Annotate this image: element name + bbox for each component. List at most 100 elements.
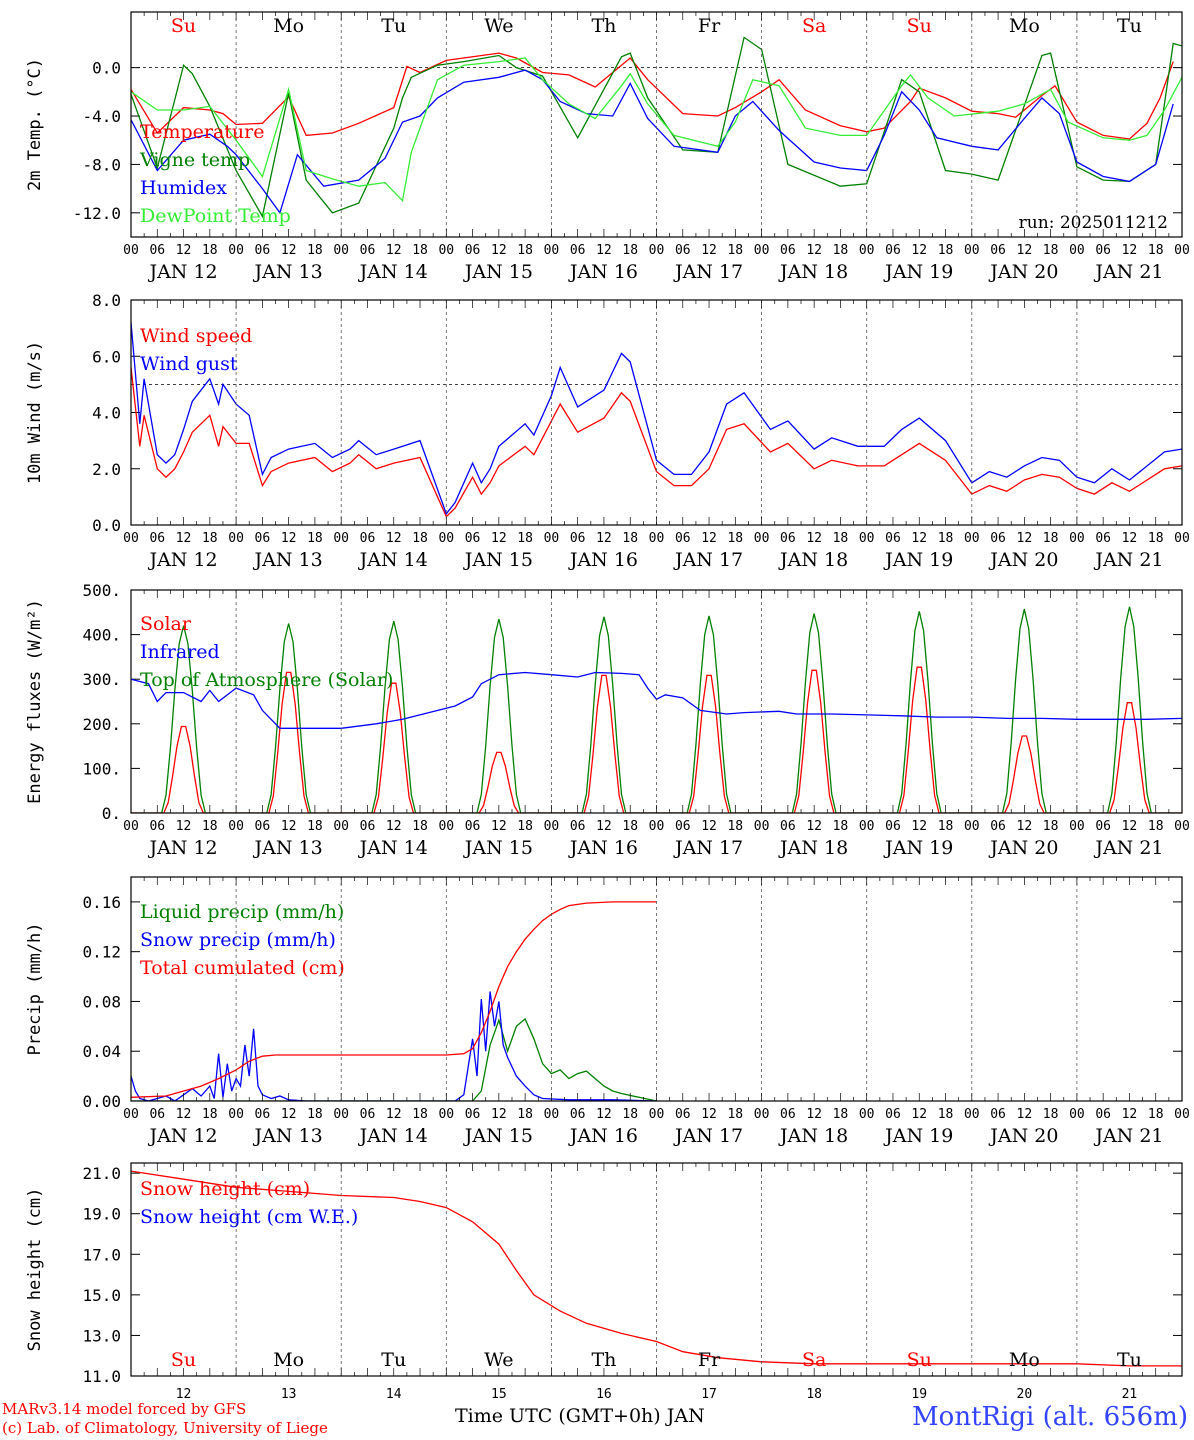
temp-series-line: [131, 57, 1182, 203]
hour-tick-label: 18: [412, 243, 428, 258]
day-label: JAN 17: [673, 837, 743, 859]
legend-entry: Temperature: [140, 121, 264, 143]
weekday-label: Su: [907, 15, 932, 37]
hour-tick-label: 06: [255, 531, 271, 546]
weekday-label: Tu: [1117, 15, 1142, 37]
hour-tick-label: 00: [859, 819, 875, 834]
day-label: JAN 12: [147, 261, 217, 283]
run-annotation: run: 2025011212: [1019, 213, 1168, 233]
hour-tick-label: 12: [1122, 243, 1138, 258]
hour-tick-label: 06: [465, 243, 481, 258]
hour-tick-label: 18: [1148, 243, 1164, 258]
y-tick-label: 0.08: [82, 992, 121, 1011]
legend-entry: Snow height (cm): [140, 1178, 310, 1200]
day-label: JAN 15: [463, 549, 533, 571]
solar-line: [131, 666, 1182, 813]
day-label: JAN 16: [568, 261, 638, 283]
hour-tick-label: 00: [1174, 531, 1190, 546]
hour-tick-label: 18: [938, 819, 954, 834]
hour-tick-label: 12: [281, 819, 297, 834]
precip-series-line: [131, 901, 657, 1098]
legend-entry: Vigne temp: [139, 149, 250, 171]
y-tick-label: 2.0: [92, 460, 121, 479]
hour-tick-label: 06: [675, 243, 691, 258]
x-axis-title: Time UTC (GMT+0h) JAN: [455, 1405, 705, 1427]
hour-tick-label: 12: [701, 819, 717, 834]
hour-tick-label: 18: [307, 243, 323, 258]
hour-tick-label: 06: [149, 1107, 165, 1122]
hour-tick-label: 12: [176, 531, 192, 546]
hour-tick-label: 18: [1148, 1107, 1164, 1122]
hour-tick-label: 06: [360, 243, 376, 258]
y-tick-label: 21.0: [82, 1164, 121, 1183]
snow-height-line: [131, 1170, 1182, 1367]
hour-tick-label: 06: [149, 531, 165, 546]
day-label: JAN 18: [778, 261, 848, 283]
hour-tick-label: 00: [754, 243, 770, 258]
day-label: JAN 20: [988, 261, 1058, 283]
weekday-label: Sa: [802, 1349, 826, 1371]
legend-entry: Solar: [140, 613, 192, 635]
hour-tick-label: 06: [780, 819, 796, 834]
hour-tick-label: 18: [1043, 243, 1059, 258]
weekday-label: Su: [907, 1349, 932, 1371]
hour-tick-label: 18: [412, 819, 428, 834]
hour-tick-label: 00: [333, 819, 349, 834]
day-number-label: 17: [701, 1387, 717, 1400]
hour-tick-label: 06: [1095, 819, 1111, 834]
hour-tick-label: 12: [596, 243, 612, 258]
y-axis-label: 2m Temp. (°C): [25, 58, 45, 191]
hour-tick-label: 12: [1122, 531, 1138, 546]
hour-tick-label: 12: [596, 819, 612, 834]
hour-tick-label: 00: [649, 531, 665, 546]
hour-tick-label: 06: [570, 243, 586, 258]
wind-series-line: [131, 367, 1182, 518]
y-tick-label: 8.0: [92, 291, 121, 310]
hour-tick-label: 00: [333, 531, 349, 546]
hour-tick-label: 18: [833, 243, 849, 258]
hour-tick-label: 18: [1043, 819, 1059, 834]
hour-tick-label: 12: [491, 531, 507, 546]
day-label: JAN 20: [988, 549, 1058, 571]
hour-tick-label: 18: [727, 243, 743, 258]
station-title: MontRigi (alt. 656m): [912, 1402, 1188, 1432]
hour-tick-label: 00: [859, 243, 875, 258]
day-label: JAN 19: [883, 837, 953, 859]
weekday-label: Su: [171, 1349, 196, 1371]
hour-tick-label: 00: [123, 819, 139, 834]
y-tick-label: 100.: [82, 759, 121, 778]
hour-tick-label: 06: [465, 1107, 481, 1122]
hour-tick-label: 00: [1174, 1107, 1190, 1122]
hour-tick-label: 00: [123, 243, 139, 258]
day-label: JAN 14: [358, 261, 428, 283]
weekday-label: Mo: [273, 1349, 304, 1371]
hour-tick-label: 12: [1017, 531, 1033, 546]
y-axis-label: 10m Wind (m/s): [25, 341, 45, 484]
hour-tick-label: 18: [1148, 531, 1164, 546]
hour-tick-label: 12: [1122, 819, 1138, 834]
day-label: JAN 18: [778, 837, 848, 859]
hour-tick-label: 06: [780, 531, 796, 546]
hour-tick-label: 18: [517, 1107, 533, 1122]
hour-tick-label: 00: [123, 531, 139, 546]
hour-tick-label: 00: [1069, 819, 1085, 834]
hour-tick-label: 06: [570, 1107, 586, 1122]
hour-tick-label: 18: [727, 819, 743, 834]
hour-tick-label: 12: [281, 243, 297, 258]
hour-tick-label: 12: [386, 819, 402, 834]
weekday-label: We: [484, 1349, 513, 1371]
y-tick-label: 200.: [82, 715, 121, 734]
y-axis-label: Snow height (cm): [25, 1188, 45, 1352]
weekday-label: Su: [171, 15, 196, 37]
y-tick-label: -4.0: [82, 107, 121, 126]
hour-tick-label: 12: [176, 1107, 192, 1122]
hour-tick-label: 12: [911, 1107, 927, 1122]
hour-tick-label: 18: [833, 819, 849, 834]
hour-tick-label: 18: [833, 1107, 849, 1122]
y-tick-label: 0.16: [82, 893, 121, 912]
weekday-label: Sa: [802, 15, 826, 37]
hour-tick-label: 18: [307, 531, 323, 546]
day-label: JAN 21: [1093, 549, 1163, 571]
hour-tick-label: 06: [885, 243, 901, 258]
hour-tick-label: 00: [228, 819, 244, 834]
